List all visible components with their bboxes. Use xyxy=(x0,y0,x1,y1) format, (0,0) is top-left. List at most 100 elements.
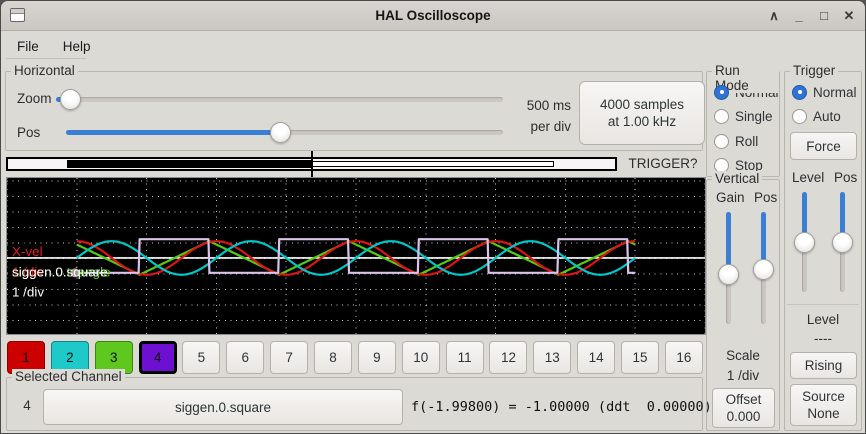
channel-button-12[interactable]: 12 xyxy=(489,341,528,374)
position-slider[interactable] xyxy=(66,122,503,143)
trigger-level-slider[interactable] xyxy=(794,192,815,292)
pos-label: Pos xyxy=(17,125,41,140)
channel-button-14[interactable]: 14 xyxy=(577,341,616,374)
run-mode-frame: Run Mode NormalSingleRollStop xyxy=(706,63,780,178)
rate-per-div: 500 ms xyxy=(526,98,571,113)
gain-label: Gain xyxy=(716,190,745,205)
vertical-frame-label: Vertical xyxy=(712,171,763,186)
vertical-frame: Vertical Gain Pos Scale 1 /div Offset 0.… xyxy=(706,171,780,431)
scale-label: Scale xyxy=(726,348,760,363)
offset-button[interactable]: Offset 0.000 xyxy=(712,388,775,428)
vertical-pos-slider[interactable] xyxy=(753,212,774,324)
run-mode-option-single[interactable]: Single xyxy=(707,105,779,130)
channel-button-16[interactable]: 16 xyxy=(664,341,703,374)
record-length-button[interactable]: 4000 samples at 1.00 kHz xyxy=(579,81,705,145)
position-slider-thumb[interactable] xyxy=(269,122,291,143)
titlebar: HAL Oscilloscope ∧ _ □ ✕ xyxy=(1,1,865,31)
force-button[interactable]: Force xyxy=(790,132,857,160)
channel-button-13[interactable]: 13 xyxy=(533,341,572,374)
trigger-mode-option-auto[interactable]: Auto xyxy=(785,105,861,130)
trigger-options: Normal Auto xyxy=(785,80,861,129)
channel-button-11[interactable]: 11 xyxy=(445,341,484,374)
trigger-edge-button[interactable]: Rising xyxy=(790,352,857,379)
trigger-source-label: Source xyxy=(802,389,845,404)
channel-button-15[interactable]: 15 xyxy=(621,341,660,374)
rate-unit: per div xyxy=(530,119,571,134)
channel-position-marker xyxy=(70,268,80,278)
window-icon xyxy=(10,8,25,22)
zoom-label: Zoom xyxy=(17,91,52,106)
channel-button-6[interactable]: 6 xyxy=(226,341,265,374)
zoom-slider-thumb[interactable] xyxy=(60,89,82,110)
trigger-divider xyxy=(787,304,859,305)
channel-button-9[interactable]: 9 xyxy=(357,341,396,374)
svg-text:siggen.0.triangle: siggen.0.triangle xyxy=(12,265,111,280)
shade-button[interactable]: ∧ xyxy=(769,8,779,23)
trigger-level-slider-fill xyxy=(802,192,807,242)
offset-button-label: Offset xyxy=(725,392,762,407)
trigger-source-button[interactable]: Source None xyxy=(790,384,857,426)
trigger-mode-option-label: Auto xyxy=(813,109,841,125)
trace-ch4-violet xyxy=(76,238,636,274)
close-button[interactable]: ✕ xyxy=(843,8,855,23)
horizontal-frame: Horizontal xyxy=(5,63,703,151)
record-pending-bar xyxy=(311,161,555,167)
trigger-level-readout-value: ---- xyxy=(814,331,832,346)
run-mode-option-label: Roll xyxy=(735,133,759,149)
trigger-pos-slider[interactable] xyxy=(832,192,853,292)
position-slider-fill xyxy=(66,130,280,135)
trigger-level-label: Level xyxy=(792,170,825,185)
channel-value-readout: f(-1.99800) = -1.00000 (ddt 0.00000) xyxy=(411,399,712,415)
maximize-button[interactable]: □ xyxy=(820,8,828,23)
channel-source-button[interactable]: siggen.0.square xyxy=(43,389,403,425)
selected-channel-frame-label: Selected Channel xyxy=(12,369,125,384)
gain-slider-thumb[interactable] xyxy=(718,263,739,285)
channel-button-5[interactable]: 5 xyxy=(182,341,221,374)
sample-rate-readout: 500 ms per div xyxy=(506,95,571,137)
radio-icon xyxy=(792,109,807,125)
force-button-label: Force xyxy=(806,138,841,154)
vertical-pos-slider-thumb[interactable] xyxy=(753,259,774,281)
trigger-question-label[interactable]: TRIGGER? xyxy=(628,156,698,171)
svg-text:X-vel: X-vel xyxy=(12,244,43,259)
channel-button-8[interactable]: 8 xyxy=(314,341,353,374)
offset-button-value: 0.000 xyxy=(726,409,761,424)
run-mode-option-roll[interactable]: Roll xyxy=(707,129,779,154)
trigger-position-tick xyxy=(310,151,313,177)
channel-button-4[interactable]: 4 xyxy=(138,341,177,374)
minimize-button[interactable]: _ xyxy=(795,8,803,23)
menu-item-help[interactable]: Help xyxy=(62,38,91,54)
trigger-frame: Trigger Normal Auto Force Level Pos Level… xyxy=(784,63,862,431)
trigger-edge-label: Rising xyxy=(804,358,843,373)
gain-slider[interactable] xyxy=(718,212,739,324)
channel-button-1[interactable]: 1 xyxy=(7,341,45,374)
channel-button-10[interactable]: 10 xyxy=(401,341,440,374)
trigger-mode-option-normal[interactable]: Normal xyxy=(785,80,861,105)
trigger-level-readout-label: Level xyxy=(806,312,840,327)
zoom-slider[interactable] xyxy=(56,89,503,110)
radio-selected-icon xyxy=(714,84,729,100)
menubar-separator xyxy=(6,58,86,59)
radio-selected-icon xyxy=(792,84,807,100)
run-mode-options: NormalSingleRollStop xyxy=(707,80,779,178)
vertical-pos-slider-fill xyxy=(761,212,766,270)
run-mode-option-label: Stop xyxy=(735,158,763,174)
channel-button-3[interactable]: 3 xyxy=(94,341,133,374)
trigger-source-value: None xyxy=(807,406,840,421)
channel-source-name: siggen.0.square xyxy=(174,399,272,415)
trigger-level-slider-thumb[interactable] xyxy=(794,231,815,253)
main-content: Horizontal Zoom Pos 500 ms per div 4000 … xyxy=(1,61,865,433)
vertical-pos-label: Pos xyxy=(754,190,778,205)
trigger-frame-label: Trigger xyxy=(790,63,839,78)
scope-display: siggen.0.triangle X-vel 1 /div siggen.0.squ… xyxy=(6,177,706,335)
zoom-slider-track[interactable] xyxy=(56,97,503,102)
menubar: File Help xyxy=(1,31,865,61)
trigger-pos-label: Pos xyxy=(834,170,858,185)
trigger-pos-slider-thumb[interactable] xyxy=(832,231,853,253)
menu-item-file[interactable]: File xyxy=(17,38,39,54)
samples-rate: at 1.00 kHz xyxy=(607,114,677,129)
channel-button-7[interactable]: 7 xyxy=(270,341,309,374)
window-controls: ∧ _ □ ✕ xyxy=(766,1,857,31)
run-mode-option-label: Single xyxy=(735,109,773,125)
